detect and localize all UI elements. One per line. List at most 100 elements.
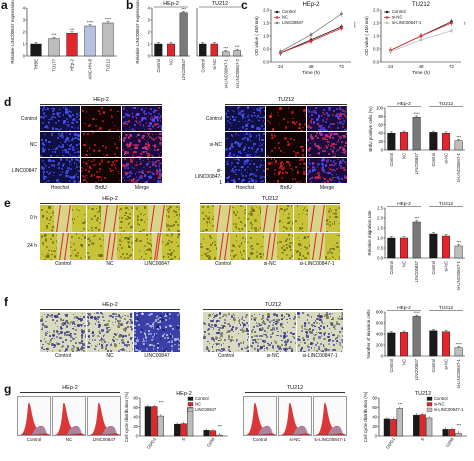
ytick-label-e: 1.0 <box>377 236 383 241</box>
group-label-d: TU212 <box>439 101 454 107</box>
ytick-label-d: 80 <box>378 114 383 119</box>
bar-g2 <box>448 429 456 437</box>
xtick-label-e: si-LINC00847-1 <box>456 260 461 290</box>
xtick-label-d: Control <box>389 153 394 167</box>
d-col-label: Merge <box>134 185 150 191</box>
panel-label-b: b <box>126 0 134 12</box>
d-row-label: LINC00847 <box>11 168 37 174</box>
bar-g2 <box>383 418 390 437</box>
fluorescence-image <box>40 106 80 131</box>
bar-g1 <box>216 434 223 437</box>
ylabel-g1: Cell cycle distribution (%) <box>124 391 129 442</box>
xtick-label-b2: Control <box>200 59 205 73</box>
sig-e: *** <box>414 216 419 221</box>
panel-label-c: c <box>241 0 248 12</box>
bar-d <box>454 140 463 151</box>
sig-b1: *** <box>181 6 186 11</box>
xtick-label-b1: Control <box>156 59 161 73</box>
g-tu212-header: TU212 <box>286 385 304 391</box>
bar-d <box>442 132 451 151</box>
xtick-label-f: si-LINC00847-1 <box>456 358 461 388</box>
f-col-label: si-NC <box>266 353 280 359</box>
bar-g1 <box>203 430 210 437</box>
xtick-label-f: NC <box>402 359 407 365</box>
e-row-label: 24 h <box>27 243 37 249</box>
fluorescence-image <box>266 106 306 131</box>
wound-healing-image <box>40 205 86 232</box>
ylabel-e: Relative migration rate <box>367 210 372 256</box>
xtick-label-b2: si-NC <box>212 59 217 69</box>
legend-label-g2: Control <box>434 396 448 401</box>
bar-a <box>102 22 114 57</box>
ytick-label-c1: 1.5 <box>263 21 269 26</box>
bar-g2 <box>442 429 449 437</box>
panel-label-f: f <box>4 295 8 309</box>
invasion-image <box>297 312 343 352</box>
point-c1 <box>340 26 343 30</box>
flow-histogram <box>87 396 121 436</box>
legend-label-c2: si-NC <box>392 15 402 20</box>
wound-healing-image <box>200 233 246 260</box>
ytick-label-c2: 0.0 <box>373 60 379 65</box>
fluorescence-image <box>266 132 306 157</box>
e-col-label: si-NC <box>263 261 277 267</box>
f-col-label: NC <box>106 353 114 359</box>
fluorescence-image <box>266 158 306 183</box>
bar-g1 <box>157 415 164 437</box>
sig-g1: *** <box>159 400 164 405</box>
fluorescence-image <box>225 158 265 183</box>
d-col-label: Hoechst <box>235 185 255 191</box>
xtick-label-d: LINC00847 <box>414 152 419 174</box>
wound-healing-image <box>134 205 180 232</box>
sig-g2: *** <box>456 422 461 427</box>
f-col-label: si-LINC00847-1 <box>302 353 338 359</box>
e-col-label: Control <box>214 261 232 267</box>
bar-e <box>400 237 409 259</box>
title-c2: TU212 <box>412 2 431 8</box>
bar-g1 <box>187 407 194 437</box>
fluorescence-image <box>122 158 162 183</box>
invasion-image <box>203 312 249 352</box>
bar-d <box>387 132 396 151</box>
bar-a <box>66 33 78 57</box>
ytick-label-f: 800 <box>376 310 384 315</box>
panel-label-g: g <box>4 382 12 396</box>
xtick-label-e: si-NC <box>444 261 449 271</box>
title-c1: HEp-2 <box>302 2 320 8</box>
ytick-label-a: 0 <box>23 54 26 59</box>
ytick-label-c1: 0.0 <box>263 60 269 65</box>
title-b2: TU212 <box>212 1 229 7</box>
legend-swatch-g1 <box>187 402 194 407</box>
xtick-label-f: Control <box>389 359 394 373</box>
bar-f <box>454 347 463 357</box>
e-row-label: 0 h <box>30 215 37 221</box>
point-c2 <box>450 29 453 33</box>
bar-f <box>429 330 438 357</box>
g-col-label: Control <box>26 437 42 442</box>
wound-healing-image <box>87 205 133 232</box>
point-c2 <box>419 38 423 42</box>
fluorescence-image <box>40 132 80 157</box>
ytick-label-g2: 20 <box>372 424 377 429</box>
point-c2 <box>450 21 453 25</box>
g-hep2-line <box>20 392 120 393</box>
e-col-label: Control <box>54 261 72 267</box>
legend-marker-c2 <box>385 16 389 19</box>
ytick-label-f: 200 <box>376 343 384 348</box>
xtick-label-c2: 24 <box>388 64 394 69</box>
xtick-label-b1: LINC00847 <box>181 58 186 80</box>
bar-g2 <box>419 414 426 437</box>
point-c1 <box>340 12 343 16</box>
xtick-label-a: TU212 <box>106 58 111 71</box>
ytick-label-b1: 2 <box>148 30 151 35</box>
ytick-label-d: 40 <box>378 131 383 136</box>
sig-a: **** <box>87 20 94 25</box>
bar-g1 <box>209 430 217 437</box>
panel-label-d: d <box>4 95 12 109</box>
ytick-label-d: 0 <box>381 148 384 153</box>
ytick-label-b1: 3 <box>148 18 151 23</box>
ytick-label-a: 3 <box>23 18 26 23</box>
point-c2 <box>419 34 423 38</box>
xlabel-c2: Time (h) <box>412 70 430 76</box>
ytick-label-f: 0 <box>381 354 384 359</box>
